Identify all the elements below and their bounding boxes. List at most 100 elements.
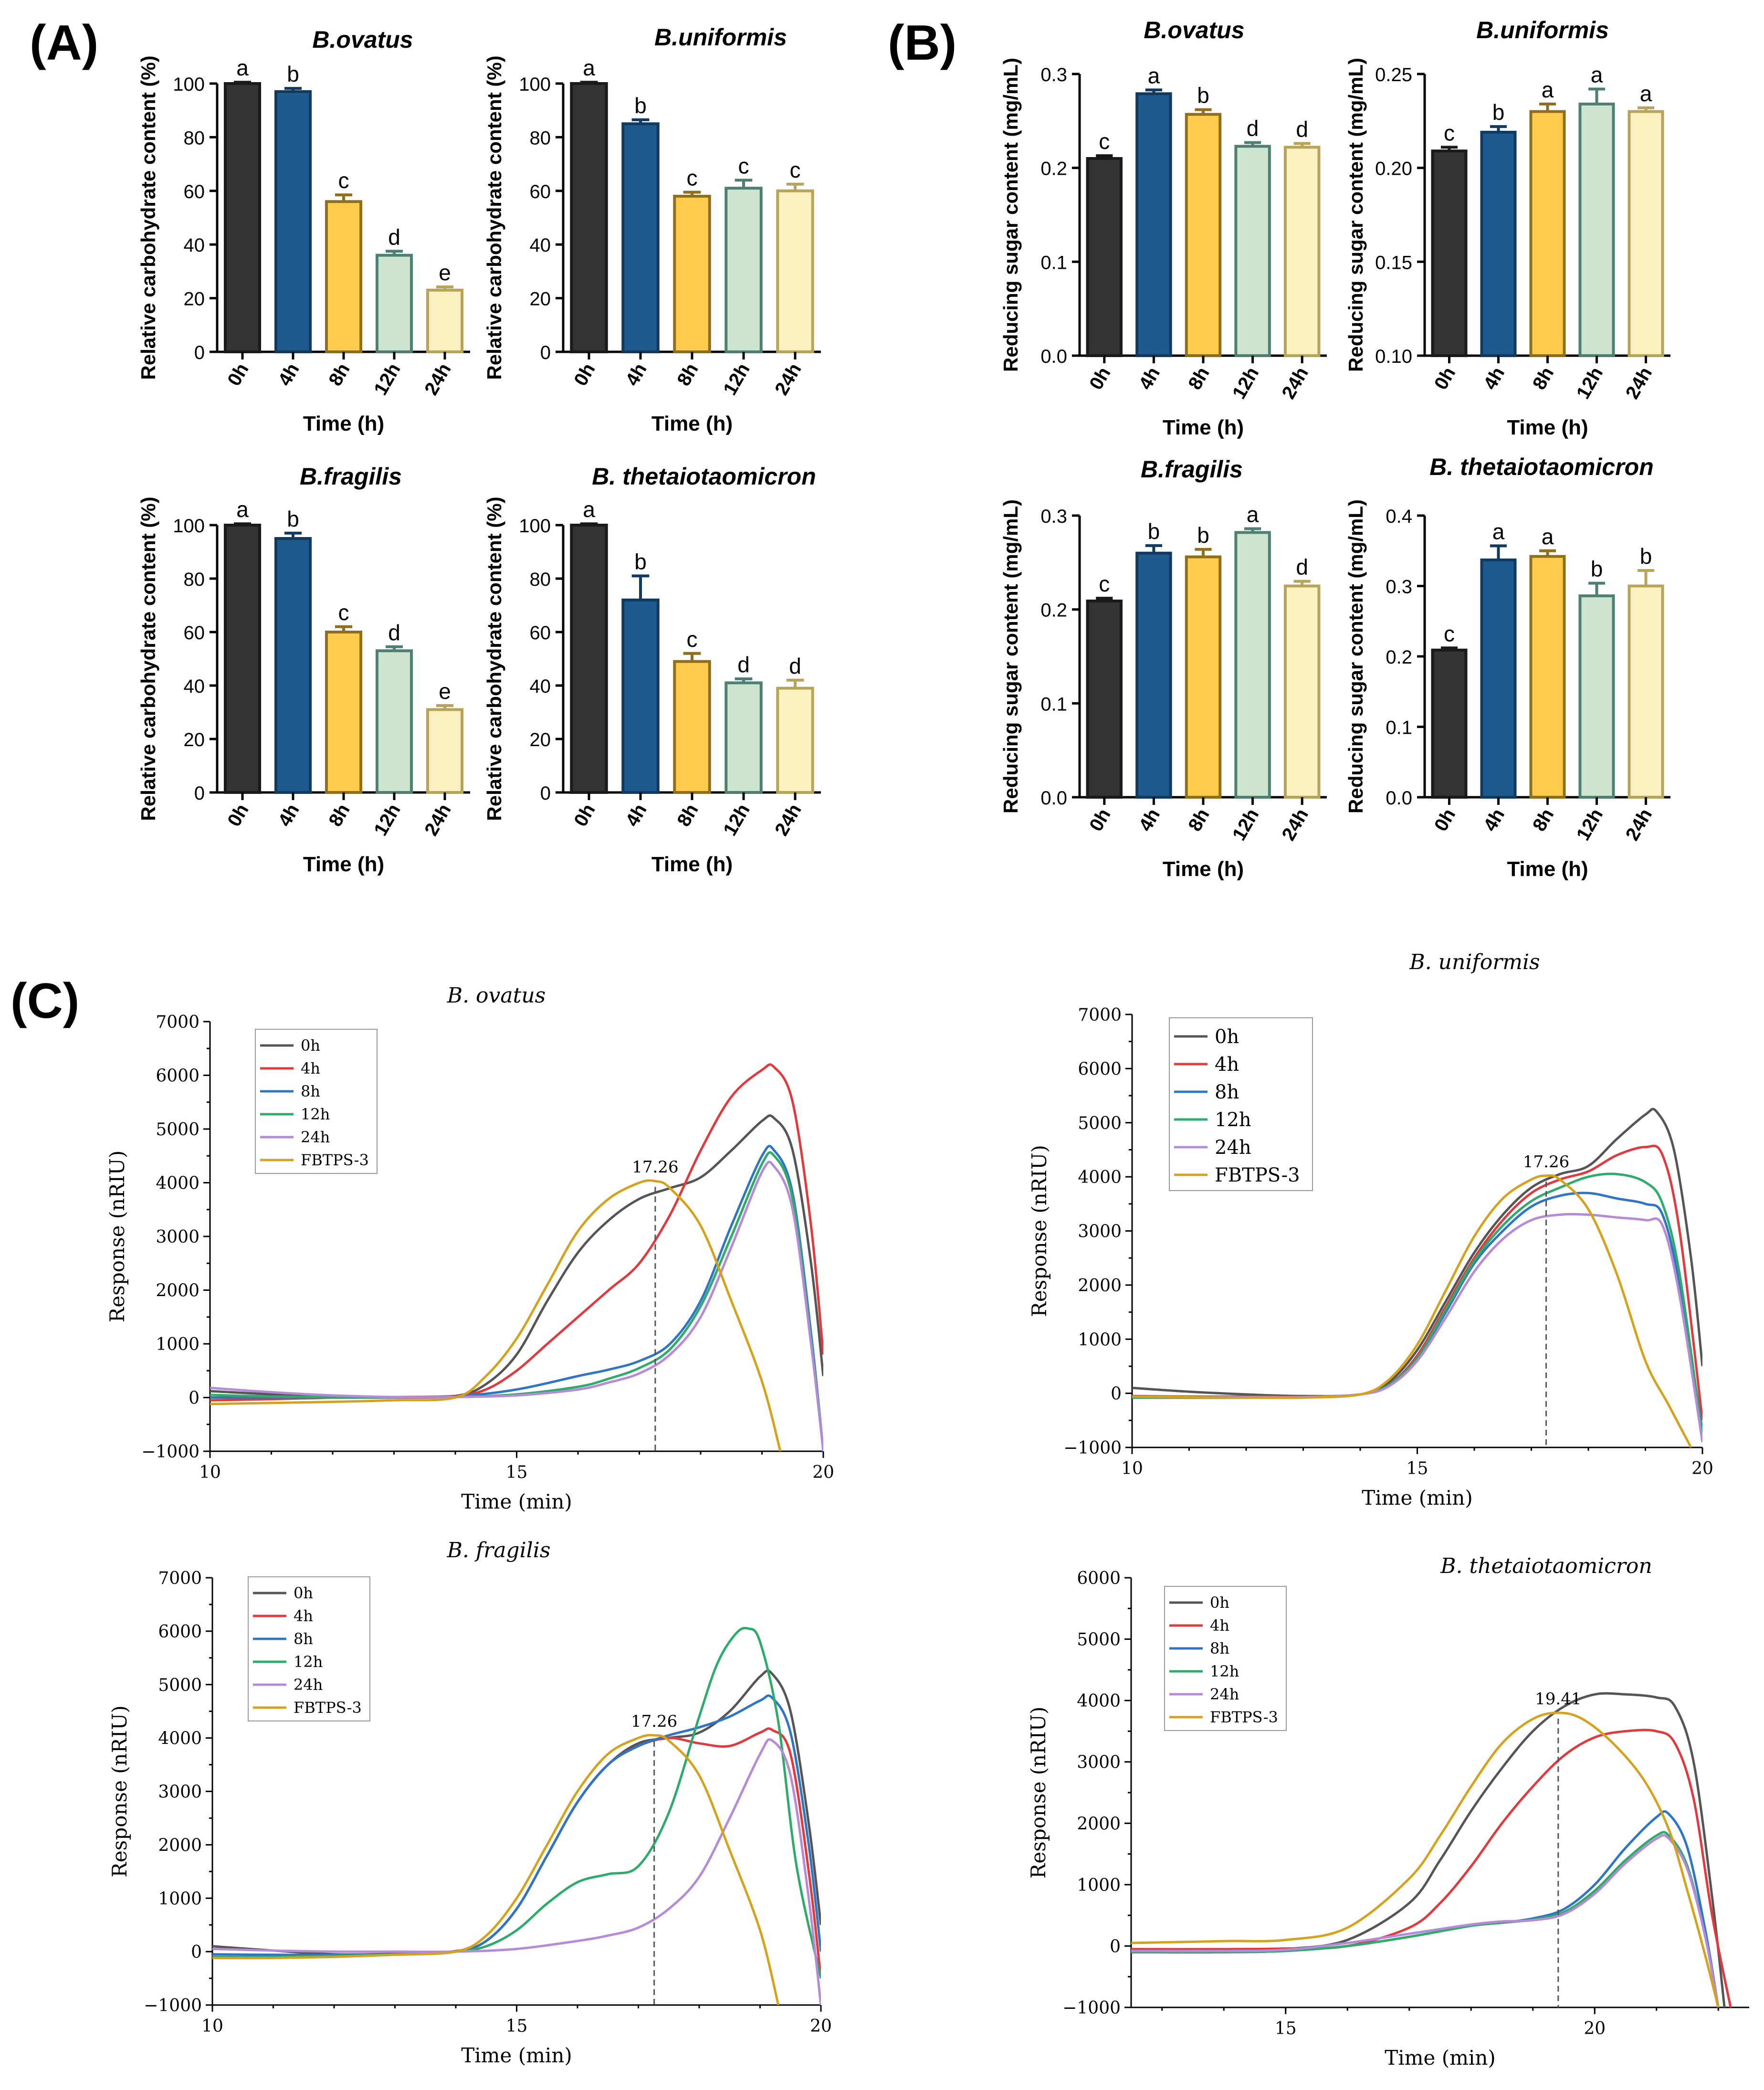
legend-entry: 12h — [301, 1105, 330, 1123]
bar — [426, 708, 464, 794]
y-tick-label: 6000 — [1077, 1569, 1121, 1588]
bar — [274, 537, 312, 794]
y-tick-label: 3000 — [156, 1227, 200, 1247]
y-tick-label: 0.2 — [1040, 600, 1067, 621]
chart-title: B. fragilis — [447, 1538, 551, 1562]
bar — [1529, 555, 1566, 799]
x-tick-label: 20 — [812, 1463, 834, 1482]
legend-entry: 24h — [1215, 1137, 1251, 1159]
significance-letter: c — [338, 600, 349, 625]
x-tick-label: 20 — [810, 2016, 832, 2036]
line-chart-c-b-ovatus: B. ovatus −1000 0 1000 2000 3000 4000 5000 6000 7… — [105, 983, 834, 1513]
y-tick-label: 0.0 — [1386, 788, 1412, 809]
bar — [621, 598, 660, 794]
bar — [1431, 149, 1468, 357]
y-tick-label: 80 — [530, 569, 551, 590]
y-tick-label: 6000 — [156, 1066, 200, 1086]
panel-label-b: (B) — [888, 15, 956, 71]
y-tick-label: 80 — [184, 127, 205, 148]
y-axis-label: Relative carbohydrate content (%) — [483, 55, 505, 380]
significance-letter: c — [790, 158, 801, 182]
y-axis-label: Response (nRIU) — [1028, 1145, 1051, 1317]
x-tick-label: 10 — [199, 1463, 221, 1482]
bar — [570, 524, 608, 794]
y-tick-label: −1000 — [1063, 1438, 1122, 1458]
y-axis-label: Relative carbohydrate content (%) — [483, 496, 505, 821]
significance-letter: b — [634, 549, 647, 574]
significance-letter: d — [1296, 117, 1308, 142]
significance-letter: c — [687, 166, 698, 190]
y-tick-label: 4000 — [1078, 1168, 1122, 1187]
line-chart-c-b-uniformis: B. uniformis −1000 0 1000 2000 3000 4000 5000 60… — [1028, 950, 1713, 1509]
significance-letter: a — [236, 55, 249, 80]
bar — [1628, 584, 1664, 799]
bar — [1480, 558, 1517, 799]
x-axis-label: Time (min) — [461, 2044, 572, 2067]
significance-letter: b — [1148, 519, 1160, 544]
bar — [1283, 584, 1321, 799]
bar — [1628, 110, 1664, 358]
x-tick-label: 10 — [201, 2016, 223, 2036]
y-tick-label: 100 — [173, 516, 205, 537]
y-tick-label: 2000 — [158, 1836, 202, 1855]
legend-entry: FBTPS-3 — [1210, 1708, 1278, 1726]
y-axis-label: Response (nRIU) — [105, 1151, 129, 1322]
chart-title: B.ovatus — [1144, 17, 1244, 43]
x-tick-label: 15 — [506, 1463, 528, 1482]
y-axis-label: Reducing sugar content (mg/mL) — [1344, 499, 1367, 813]
legend-box — [1169, 1017, 1313, 1191]
chart-title: B. thetaiotaomicron — [592, 463, 816, 490]
series-line-fbtps-3 — [212, 1734, 780, 2005]
panel-label-a: (A) — [30, 15, 98, 71]
chart-title: B.fragilis — [300, 463, 402, 490]
significance-letter: b — [1492, 100, 1505, 125]
x-axis-label: Time (h) — [1163, 416, 1244, 439]
x-axis-label: Time (h) — [1507, 857, 1588, 881]
significance-letter: c — [1099, 571, 1110, 596]
bar-chart-b-b-uniformis: B.uniformis 0.10 0.15 0.20 0.25 Reducing suga… — [1344, 17, 1670, 439]
x-tick-label: 15 — [1275, 2019, 1297, 2038]
y-tick-label: 0.4 — [1386, 506, 1412, 527]
y-tick-label: 0.15 — [1375, 252, 1412, 273]
y-tick-label: 40 — [530, 235, 551, 256]
bar — [1529, 110, 1566, 358]
y-tick-label: 6000 — [1078, 1059, 1122, 1079]
bar — [1086, 157, 1123, 357]
legend-entry: 24h — [1210, 1685, 1239, 1703]
bar — [1234, 531, 1271, 799]
y-tick-label: 20 — [184, 729, 205, 750]
series-line-fbtps-3 — [1131, 1711, 1720, 2007]
significance-letter: b — [1591, 557, 1603, 581]
chart-title: B.fragilis — [1141, 456, 1243, 483]
bar — [375, 253, 413, 353]
legend-entry: 24h — [301, 1128, 330, 1146]
bar — [375, 649, 413, 794]
y-tick-label: 60 — [184, 623, 205, 644]
plot-lines — [1132, 1108, 1702, 1447]
legend-entry: 12h — [1215, 1109, 1251, 1131]
plot-lines — [210, 1063, 823, 1451]
significance-letter: c — [338, 168, 349, 193]
x-axis-label: Time (min) — [1362, 1486, 1473, 1509]
x-tick-label: 20 — [1691, 1459, 1713, 1478]
y-tick-label: 0 — [191, 1942, 202, 1962]
y-tick-label: 0.2 — [1386, 647, 1412, 668]
significance-letter: d — [388, 620, 400, 645]
bar — [223, 82, 262, 353]
y-tick-label: 6000 — [158, 1622, 202, 1642]
x-axis-label: Time (h) — [303, 853, 384, 876]
significance-letter: b — [1197, 83, 1209, 108]
y-tick-label: 100 — [519, 74, 551, 95]
significance-letter: a — [1542, 77, 1554, 102]
y-tick-label: 0.3 — [1386, 577, 1412, 598]
legend-entry: 0h — [301, 1036, 320, 1055]
significance-letter: a — [1591, 62, 1603, 87]
y-axis-label: Relative carbohydrate content (%) — [137, 496, 159, 821]
bar — [724, 187, 763, 353]
y-tick-label: 40 — [530, 676, 551, 697]
y-tick-label: 1000 — [1077, 1876, 1121, 1895]
bar — [1185, 113, 1222, 357]
significance-letter: a — [1148, 63, 1160, 88]
y-axis-label: Relative carbohydrate content (%) — [137, 55, 159, 380]
